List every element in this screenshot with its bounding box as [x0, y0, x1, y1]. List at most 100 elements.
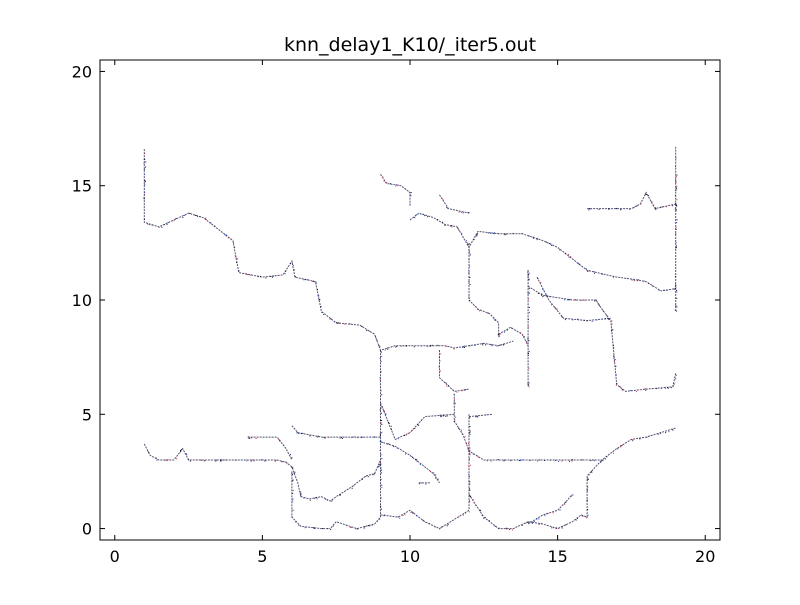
trace-point	[612, 451, 614, 453]
trace-point	[606, 456, 608, 458]
trace-point	[203, 460, 205, 462]
trace-point	[528, 350, 530, 352]
trace-point	[300, 495, 302, 497]
trace-point	[602, 310, 604, 312]
trace-point	[381, 508, 382, 510]
trace-point	[313, 528, 315, 529]
trace-point	[591, 471, 593, 473]
trace-point	[403, 345, 405, 347]
trace-point	[521, 459, 523, 461]
trace-point	[286, 462, 288, 464]
trace-point	[316, 497, 318, 499]
trace-point	[469, 451, 471, 453]
trace-point	[383, 515, 385, 517]
trace-point	[379, 518, 381, 520]
trace-point	[473, 502, 475, 504]
trace-point	[453, 421, 455, 423]
trace-point	[281, 461, 283, 463]
trace-point	[379, 463, 380, 465]
trace-point	[332, 525, 334, 527]
trace-point	[465, 389, 467, 391]
trace-point	[645, 193, 646, 195]
trace-point	[552, 527, 554, 529]
trace-point	[615, 374, 617, 376]
trace-point	[418, 483, 420, 485]
trace-point	[317, 436, 319, 438]
trace-point	[395, 185, 397, 187]
trace-point	[379, 441, 381, 443]
trace-point	[674, 285, 676, 287]
trace-point	[414, 427, 416, 429]
y-tick-label: 15	[72, 177, 92, 196]
trace-point	[381, 356, 383, 357]
trace-point	[411, 429, 413, 431]
trace-point	[438, 366, 440, 368]
trace-point	[475, 416, 477, 418]
trace-point	[475, 306, 477, 308]
trace-point	[318, 295, 320, 297]
trace-point	[303, 497, 305, 499]
trace-point	[257, 276, 259, 278]
trace-point	[675, 203, 677, 204]
trace-point	[453, 399, 455, 401]
trace-point	[461, 232, 463, 234]
trace-point	[380, 484, 382, 486]
trace-point	[396, 345, 398, 347]
trace-point	[384, 514, 386, 516]
trace-point	[581, 459, 583, 461]
trace-point	[386, 181, 388, 183]
trace-point	[570, 256, 572, 258]
trace-point	[167, 459, 169, 461]
trace-point	[380, 463, 382, 465]
trace-point	[427, 216, 429, 218]
trace-point	[292, 490, 294, 491]
trace-point	[381, 351, 382, 353]
trace-point	[393, 446, 395, 448]
trace-point	[253, 460, 255, 462]
trace-point	[227, 237, 229, 239]
trace-point	[580, 300, 582, 302]
trace-point	[645, 388, 647, 390]
trace-point	[430, 471, 432, 472]
trace-point	[675, 166, 676, 168]
trace-point	[291, 457, 293, 459]
trace-point	[284, 273, 286, 275]
trace-point	[676, 219, 678, 221]
trace-point	[576, 517, 578, 519]
trace-point	[676, 310, 678, 312]
trace-point	[440, 415, 442, 417]
trace-point	[506, 329, 508, 331]
trace-point	[585, 517, 587, 519]
trace-point	[668, 431, 670, 433]
trace-point	[182, 216, 184, 218]
trace-point	[433, 472, 435, 474]
trace-point	[363, 527, 365, 529]
trace-point	[575, 519, 577, 521]
trace-point	[396, 184, 398, 186]
trace-point	[365, 476, 367, 478]
trace-point	[564, 252, 566, 254]
trace-point	[622, 444, 623, 446]
trace-point	[606, 315, 608, 317]
trace-point	[567, 254, 569, 255]
trace-point	[468, 443, 470, 444]
trace-layer	[143, 146, 678, 531]
trace-point	[499, 344, 500, 346]
trace-point	[613, 354, 615, 356]
trace-point	[587, 478, 589, 480]
trace-point	[453, 348, 455, 350]
trace-path	[247, 436, 293, 461]
trace-point	[367, 476, 369, 478]
trace-point	[144, 191, 146, 193]
trace-point	[540, 523, 542, 524]
trace-point	[144, 181, 146, 183]
trace-point	[613, 276, 614, 278]
trace-point	[340, 494, 341, 496]
trace-point	[379, 357, 381, 359]
trace-point	[469, 464, 471, 466]
trace-point	[676, 221, 678, 223]
trace-point	[494, 319, 496, 321]
x-tick-label: 0	[110, 547, 120, 566]
trace-point	[559, 249, 561, 251]
trace-point	[469, 500, 471, 502]
